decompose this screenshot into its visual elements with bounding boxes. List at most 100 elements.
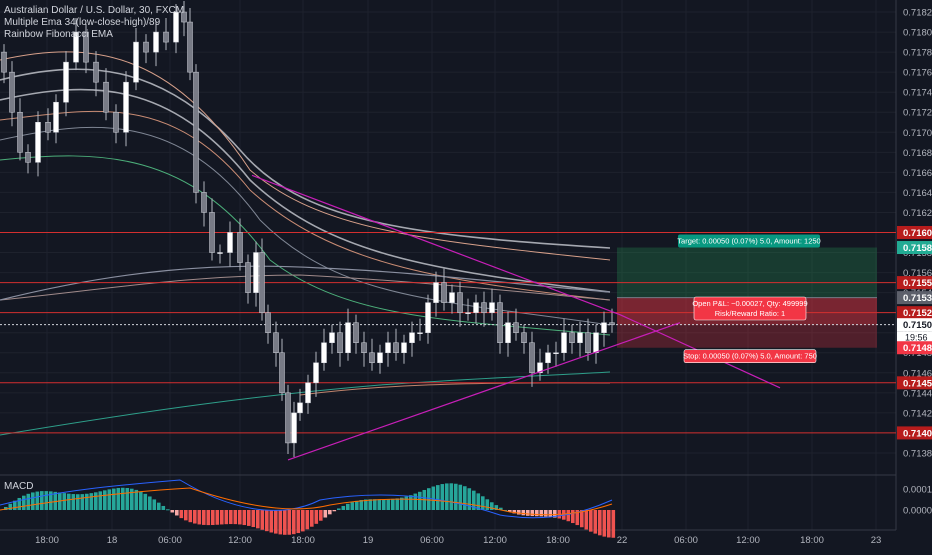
- target-label-bg: [678, 234, 820, 248]
- macd-bar: [229, 510, 233, 525]
- time-tick-label: 18:00: [35, 535, 59, 546]
- candle-body: [345, 322, 351, 353]
- macd-bar: [418, 491, 422, 510]
- macd-bar: [179, 510, 184, 519]
- macd-bar: [535, 510, 539, 517]
- candle-body: [337, 332, 343, 353]
- macd-title[interactable]: MACD: [4, 481, 34, 492]
- macd-bar: [193, 510, 197, 524]
- candle-body: [417, 332, 423, 334]
- candle-body: [153, 31, 159, 53]
- macd-bar: [184, 510, 188, 521]
- macd-bar: [481, 496, 485, 510]
- marker-price-label-bg: [897, 318, 932, 332]
- ema-line: [0, 371, 611, 436]
- time-axis[interactable]: 18:00 18 06:00 12:00 18:00 19 06:00 12:00 18:00 2…: [35, 535, 881, 546]
- candle-body: [425, 302, 431, 333]
- indicator-ema-label[interactable]: Multiple Ema 34(low-close-high)/89: [4, 17, 161, 28]
- stop-label: Stop: 0.00050 (0.07%) 5.0, Amount: 750: [683, 352, 817, 361]
- macd-bar: [386, 499, 391, 510]
- position-labels: Target: 0.00050 (0.07%) 5.0, Amount: 125…: [677, 234, 821, 364]
- level-price-label-bg: [897, 276, 932, 290]
- macd-bar: [413, 493, 418, 510]
- macd-bar: [350, 502, 355, 510]
- macd-bar: [548, 510, 553, 517]
- macd-bar: [359, 500, 364, 510]
- symbol-title[interactable]: Australian Dollar / U.S. Dollar, 30, FXC…: [4, 5, 185, 16]
- macd-bar: [301, 510, 305, 532]
- macd-bar: [4, 507, 8, 510]
- level-price-label-bg: [897, 225, 932, 239]
- macd-bar: [67, 493, 71, 510]
- ema-line: [0, 68, 611, 249]
- candle-body: [113, 111, 119, 133]
- candle-body: [393, 342, 399, 353]
- macd-bar: [220, 510, 224, 525]
- candle-body: [505, 322, 511, 343]
- macd-bar: [80, 494, 85, 510]
- macd-bar: [121, 487, 125, 510]
- time-tick-label: 12:00: [736, 535, 760, 546]
- candle-body: [45, 122, 51, 133]
- candle-body: [1, 51, 7, 73]
- time-tick-label: 22: [617, 535, 628, 546]
- macd-bar: [256, 510, 260, 529]
- macd-bar: [530, 510, 535, 517]
- candle-body: [93, 61, 99, 83]
- macd-bar: [287, 510, 292, 535]
- macd-bar: [490, 502, 494, 510]
- time-tick-label: 19: [363, 535, 374, 546]
- candle-body: [457, 292, 463, 313]
- ema-lines: [0, 51, 611, 436]
- candle-body: [133, 41, 139, 83]
- ema-line: [0, 110, 611, 301]
- macd-bar: [22, 495, 26, 510]
- candle-body: [201, 192, 207, 213]
- macd-bar: [202, 510, 206, 525]
- candle-body: [237, 232, 243, 263]
- macd-bar: [346, 503, 350, 510]
- candle-body: [123, 81, 129, 133]
- candle-body: [521, 332, 527, 343]
- ema-line: [0, 274, 611, 301]
- candle-body: [259, 252, 265, 313]
- macd-bar: [404, 496, 409, 510]
- macd-bar: [76, 494, 80, 510]
- macd-bar: [310, 510, 314, 527]
- macd-bar: [112, 488, 116, 510]
- time-tick-label: 18:00: [800, 535, 824, 546]
- macd-bar: [85, 493, 89, 510]
- macd-bar: [427, 488, 431, 510]
- macd-bar: [283, 510, 287, 535]
- candle-body: [227, 232, 233, 253]
- macd-bar: [391, 498, 395, 510]
- time-tick-label: 18:00: [546, 535, 570, 546]
- macd-bar: [233, 510, 238, 525]
- marker-price-label: 0.71535: [903, 293, 932, 304]
- macd-bar: [40, 491, 44, 510]
- candle-body: [279, 352, 285, 394]
- macd-bar: [589, 510, 593, 532]
- candle-body: [329, 332, 335, 343]
- marker-price-label: 0.71485: [903, 343, 932, 354]
- indicator-rainbow-label[interactable]: Rainbow Fibonacci EMA: [4, 29, 113, 40]
- macd-bar: [364, 499, 368, 510]
- candle-body: [609, 322, 615, 325]
- ema-line: [0, 265, 611, 301]
- candle-body: [73, 31, 79, 63]
- candle-body: [291, 412, 297, 444]
- candle-body: [9, 71, 15, 113]
- macd-bar: [332, 510, 337, 512]
